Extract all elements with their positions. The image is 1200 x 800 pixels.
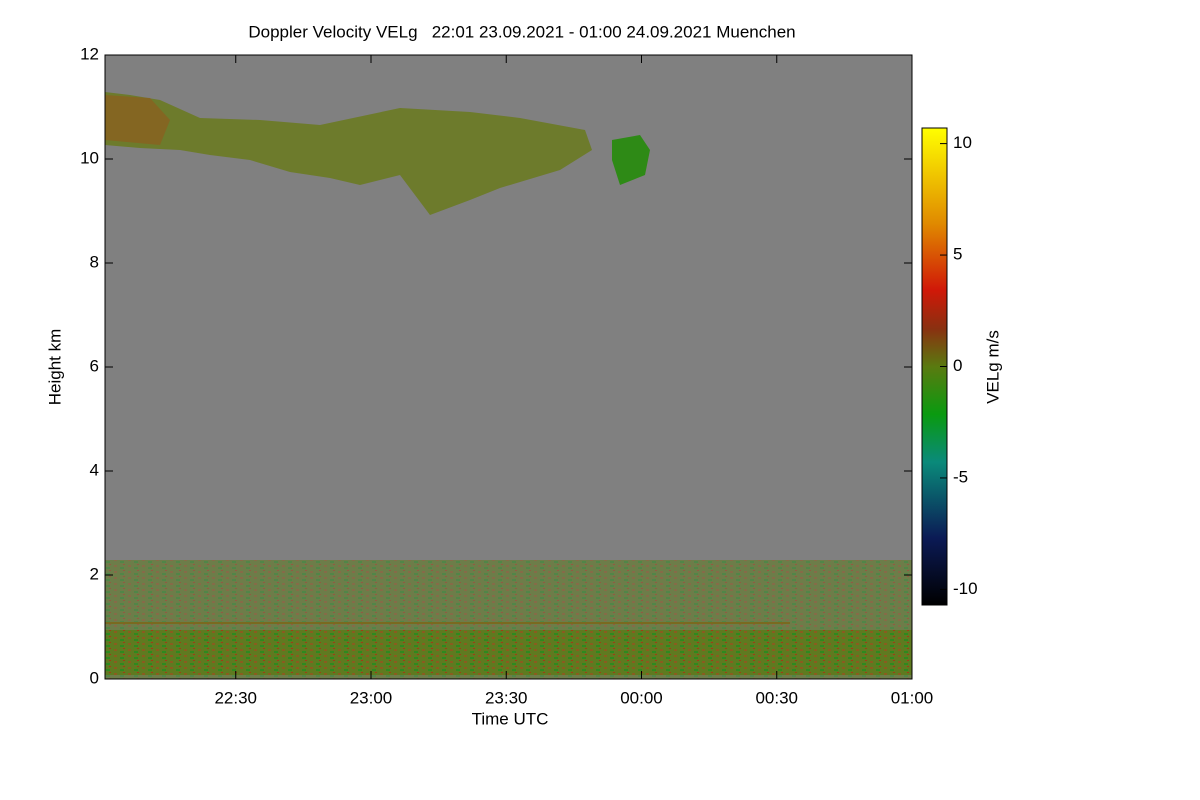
chart-title: Doppler Velocity VELg 22:01 23.09.2021 -… (248, 22, 795, 41)
x-tick-label: 22:30 (214, 688, 257, 707)
cloud-upper (612, 135, 650, 185)
boundary-layer (105, 630, 912, 675)
colorbar-tick-label: 10 (953, 133, 972, 152)
colorbar-tick-label: 0 (953, 356, 962, 375)
x-tick-label: 01:00 (891, 688, 934, 707)
x-axis-label: Time UTC (472, 709, 549, 728)
y-tick-label: 10 (80, 148, 99, 167)
y-tick-label: 12 (80, 44, 99, 63)
colorbar-tick-label: -5 (953, 467, 968, 486)
x-tick-label: 23:30 (485, 688, 528, 707)
colorbar-tick-label: 5 (953, 245, 962, 264)
cloud-upper (105, 95, 170, 145)
y-tick-label: 0 (90, 668, 99, 687)
y-tick-label: 8 (90, 252, 99, 271)
y-tick-label: 6 (90, 356, 99, 375)
x-tick-label: 23:00 (350, 688, 393, 707)
plot-area (105, 55, 912, 679)
x-tick-label: 00:00 (620, 688, 663, 707)
colorbar-tick-label: -10 (953, 579, 978, 598)
colorbar-label: VELg m/s (983, 330, 1002, 404)
y-axis-label: Height km (45, 329, 64, 406)
x-tick-label: 00:30 (755, 688, 798, 707)
y-tick-label: 4 (90, 460, 99, 479)
y-tick-label: 2 (90, 564, 99, 583)
cloud-upper (105, 92, 592, 215)
